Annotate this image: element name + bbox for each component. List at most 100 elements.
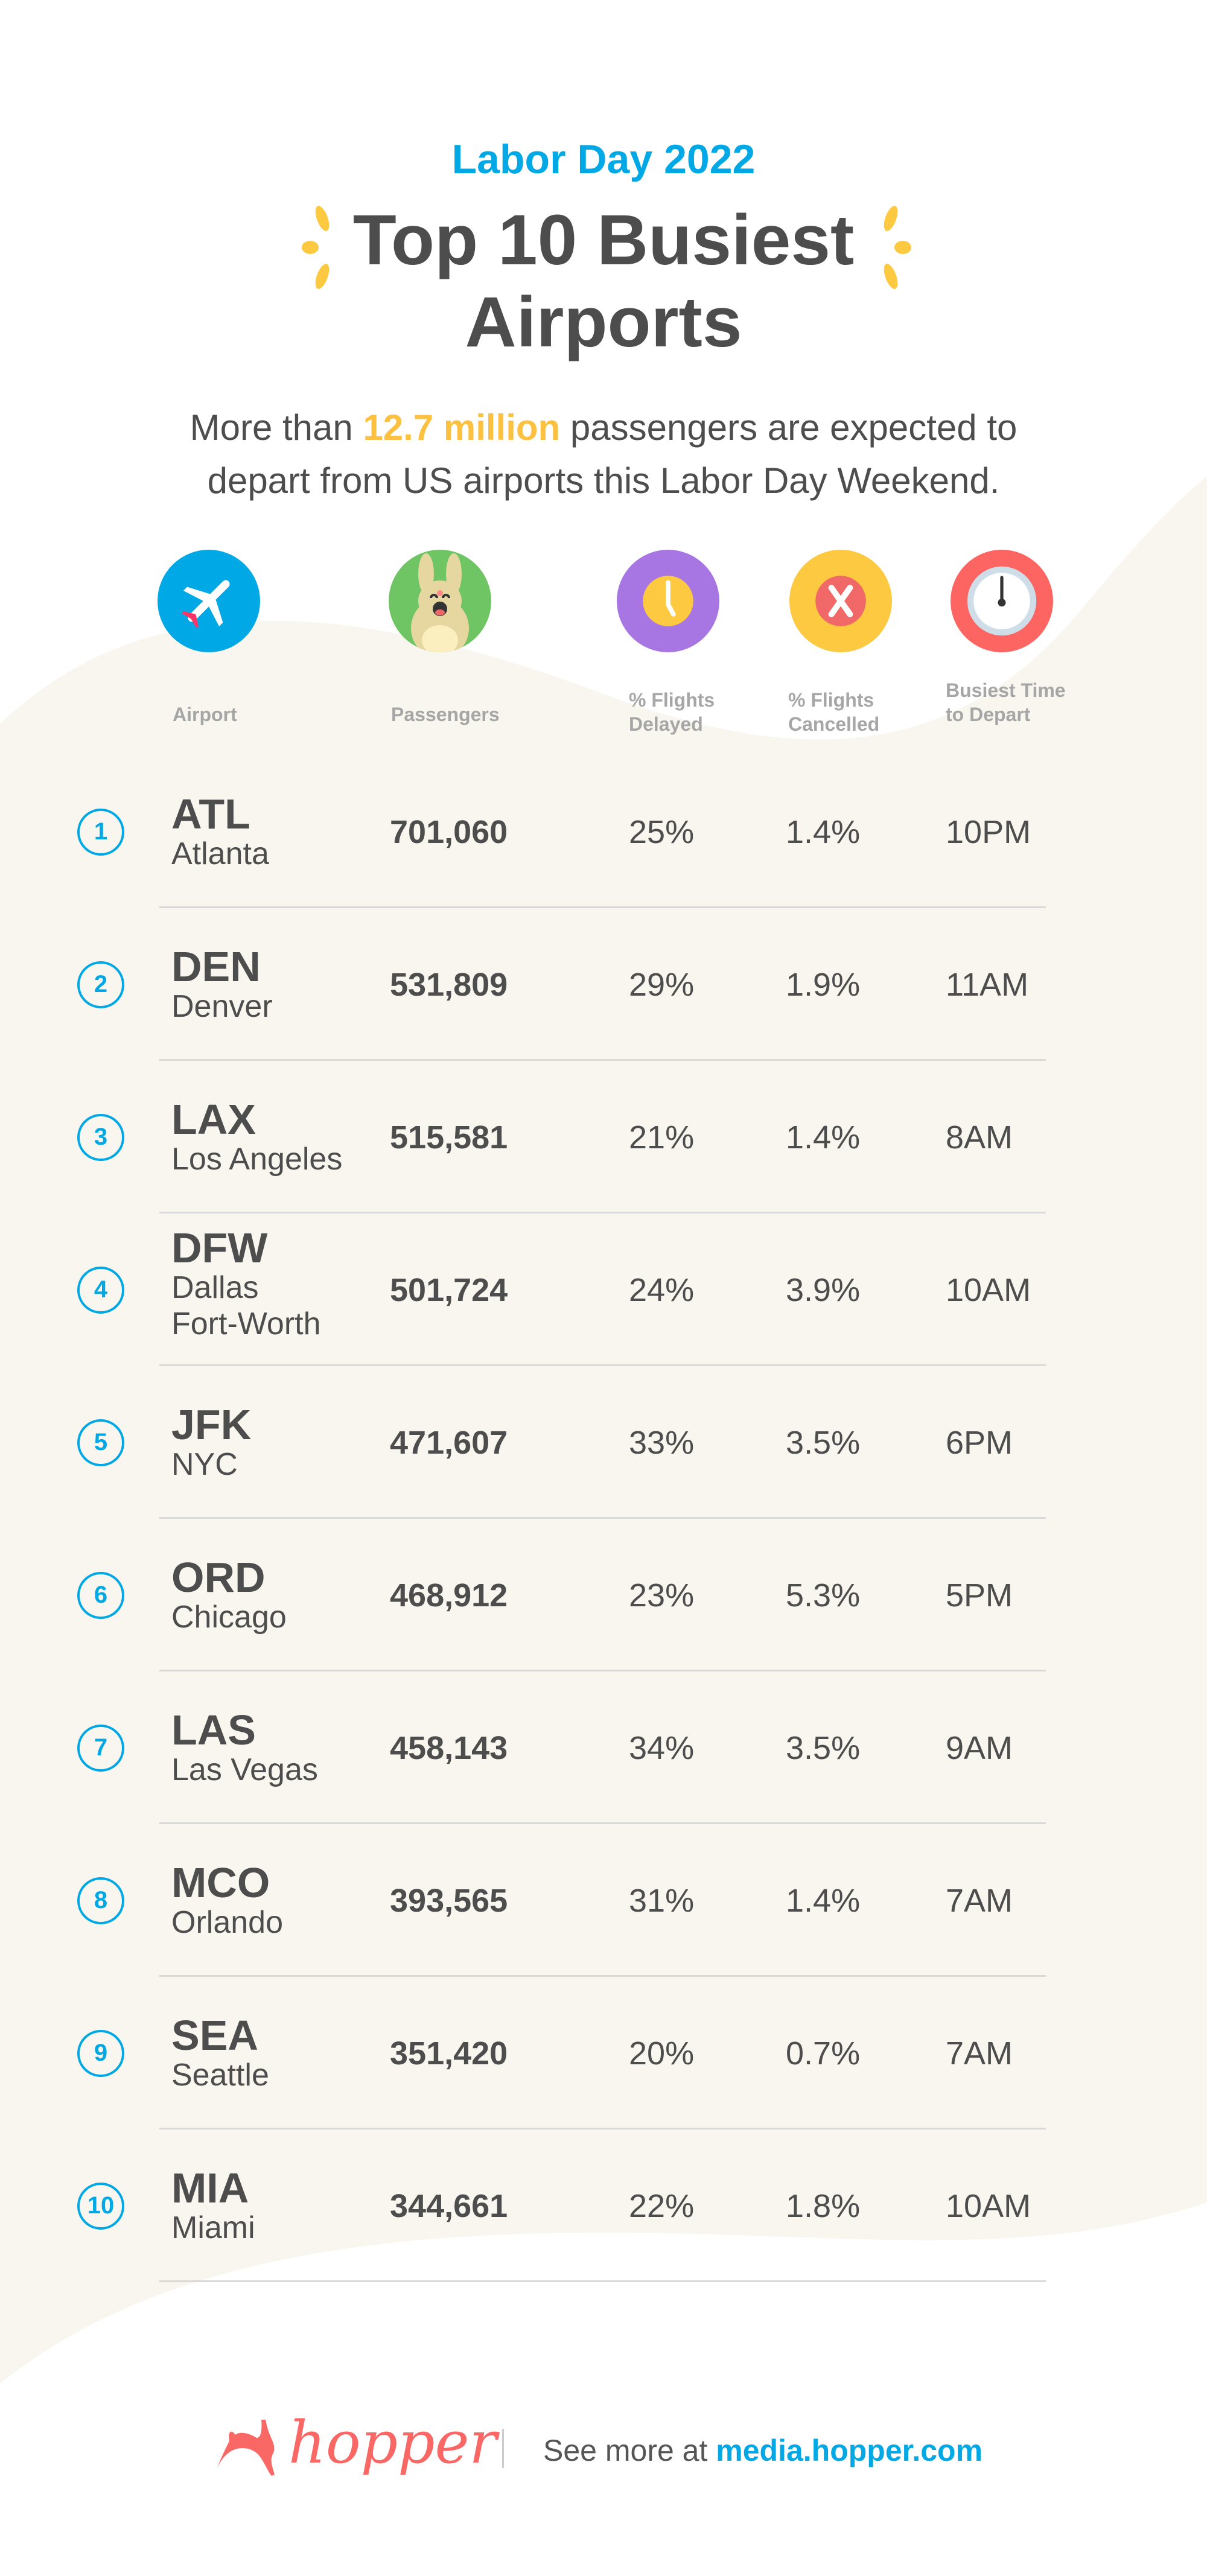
footer-divider [502,2429,504,2468]
airport-cell: ATL Atlanta [171,755,269,908]
delayed-value: 23% [629,1577,695,1614]
airport-city: Atlanta [171,836,269,871]
busiest-time-value: 6PM [946,1424,1013,1461]
rank-badge: 2 [77,961,124,1008]
clock-delay-icon [617,550,719,652]
airport-cell: DFW Dallas Fort-Worth [171,1207,321,1360]
airport-code: SEA [171,2011,258,2059]
colhead-delayed-line2: Delayed [629,713,703,735]
colhead-passengers: Passengers [391,704,500,725]
busiest-time-value: 10AM [946,1271,1031,1308]
passengers-value: 344,661 [390,2187,508,2224]
colhead-delayed: % Flights Delayed [629,688,715,736]
rank-badge: 8 [77,1877,124,1924]
row-divider [159,1059,1046,1061]
row-divider [159,2280,1046,2282]
rank-badge: 5 [77,1419,124,1466]
subtitle-pre: More than [189,407,363,448]
airport-code: LAX [171,1095,256,1143]
airport-city-line2: Fort-Worth [171,1306,321,1341]
delayed-value: 21% [629,1119,695,1156]
table-row: 2 DEN Denver 531,809 29% 1.9% 11AM [0,908,1207,1061]
airport-city: Seattle [171,2057,269,2093]
table-row: 4 DFW Dallas Fort-Worth 501,724 24% 3.9% 10AM [0,1213,1207,1366]
cancelled-value: 1.9% [786,966,861,1003]
airport-city: NYC [171,1446,238,1482]
cancelled-value: 5.3% [786,1577,861,1614]
clock-icon [951,550,1053,652]
table-row: 9 SEA Seattle 351,420 20% 0.7% 7AM [0,1977,1207,2129]
row-divider [159,906,1046,908]
table-row: 5 JFK NYC 471,607 33% 3.5% 6PM [0,1366,1207,1519]
airport-cell: ORD Chicago [171,1519,287,1671]
bunny-mascot-icon [389,550,491,652]
passengers-value: 471,607 [390,1424,508,1461]
airport-code: ORD [171,1553,266,1601]
cancelled-value: 1.4% [786,813,861,850]
rank-badge: 7 [77,1724,124,1772]
cancel-x-icon [789,550,892,652]
rank-badge: 3 [77,1113,124,1161]
delayed-value: 31% [629,1882,695,1919]
airport-code: MIA [171,2164,249,2212]
hopper-bunny-logo-icon [217,2420,275,2476]
busiest-time-value: 11AM [946,966,1029,1003]
colhead-delayed-line1: % Flights [629,689,715,711]
table-row: 6 ORD Chicago 468,912 23% 5.3% 5PM [0,1519,1207,1671]
delayed-value: 22% [629,2187,695,2224]
colhead-cancelled: % Flights Cancelled [788,688,879,736]
subtitle-post: passengers are expected to [560,407,1018,448]
airport-city: Dallas [171,1270,259,1305]
delayed-value: 20% [629,2035,695,2072]
airport-code: LAS [171,1706,256,1754]
rank-badge: 6 [77,1571,124,1619]
subtitle-line-2: depart from US airports this Labor Day W… [207,460,1000,501]
passengers-value: 351,420 [390,2035,508,2072]
airport-city: Orlando [171,1904,283,1940]
busiest-time-value: 7AM [946,2035,1013,2072]
passengers-value: 458,143 [390,1729,508,1766]
table-row: 8 MCO Orlando 393,565 31% 1.4% 7AM [0,1824,1207,1977]
airport-cell: DEN Denver [171,908,273,1061]
page-title: Top 10 Busiest Airports [0,199,1207,363]
row-divider [159,1975,1046,1977]
rank-badge: 10 [77,2182,124,2230]
colhead-cancelled-line1: % Flights [788,689,874,711]
airport-code: DEN [171,943,261,990]
row-divider [159,1670,1046,1671]
delayed-value: 34% [629,1729,695,1766]
airport-cell: LAS Las Vegas [171,1671,318,1824]
airport-cell: MIA Miami [171,2129,255,2282]
cancelled-value: 1.4% [786,1882,861,1919]
hopper-logo-text: hopper [288,2409,497,2476]
see-more-text: See more at [543,2434,716,2467]
passengers-value: 501,724 [390,1271,508,1308]
rank-badge: 4 [77,1266,124,1314]
airport-cell: MCO Orlando [171,1824,283,1977]
passengers-value: 515,581 [390,1119,508,1156]
sparkle-right-icon [884,206,911,289]
airport-cell: LAX Los Angeles [171,1061,342,1213]
busiest-time-value: 10AM [946,2187,1031,2224]
passengers-value: 468,912 [390,1577,508,1614]
passengers-value: 701,060 [390,813,508,850]
airport-cell: JFK NYC [171,1366,251,1519]
airport-code: MCO [171,1859,270,1906]
cancelled-value: 1.4% [786,1119,861,1156]
airport-code: DFW [171,1224,268,1271]
footer-text: See more at media.hopper.com [543,2433,982,2468]
passengers-value: 531,809 [390,966,508,1003]
media-link[interactable]: media.hopper.com [716,2434,983,2467]
rank-badge: 1 [77,808,124,856]
cancelled-value: 3.5% [786,1424,861,1461]
title-line-2: Airports [465,282,742,362]
cancelled-value: 1.8% [786,2187,861,2224]
busiest-time-value: 8AM [946,1119,1013,1156]
airport-code: ATL [171,790,250,838]
row-divider [159,1212,1046,1213]
title-line-1: Top 10 Busiest [352,200,855,280]
kicker-title: Labor Day 2022 [451,136,756,182]
colhead-time-line1: Busiest Time [946,679,1066,701]
busiest-time-value: 9AM [946,1729,1013,1766]
